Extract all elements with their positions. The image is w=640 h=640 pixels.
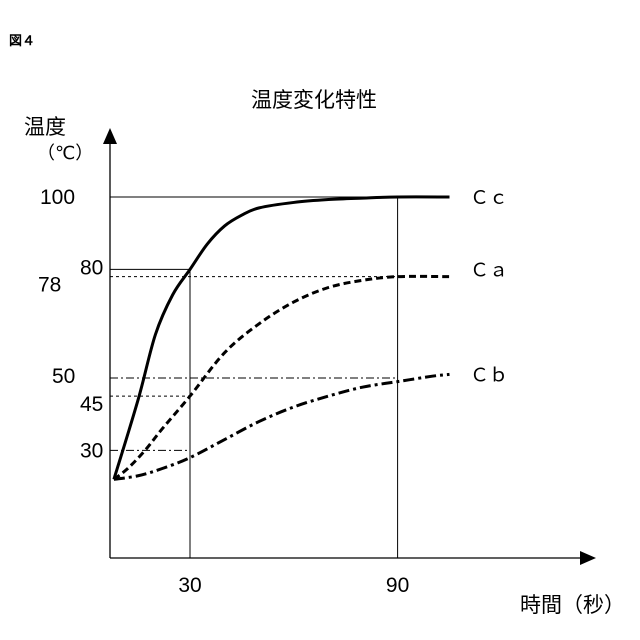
series-label-2: Ｃｂ [470,365,508,386]
x-axis-arrow-icon [580,551,596,565]
series-line-0 [114,197,450,479]
y-tick-label-30: 30 [80,439,103,462]
x-tick-label-90: 90 [386,574,409,597]
y-tick-label-80: 80 [80,256,103,279]
y-tick-label-50: 50 [52,365,75,388]
series-label-1: Ｃａ [470,260,508,281]
y-tick-label-45: 45 [80,393,103,416]
series-label-0: Ｃｃ [470,188,508,209]
y-axis-arrow-icon [103,128,117,144]
x-tick-label-30: 30 [178,574,201,597]
y-tick-label-100: 100 [40,186,75,209]
y-tick-label-78: 78 [38,274,61,297]
series-line-2 [114,374,450,479]
